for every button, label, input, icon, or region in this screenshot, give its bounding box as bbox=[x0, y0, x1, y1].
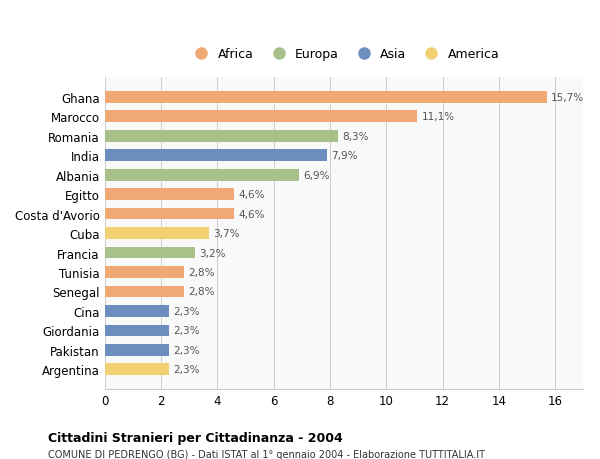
Bar bbox=[105, 305, 169, 317]
Text: 8,3%: 8,3% bbox=[343, 131, 369, 141]
Bar bbox=[105, 325, 169, 336]
Bar bbox=[105, 169, 299, 181]
Text: 2,3%: 2,3% bbox=[174, 326, 200, 336]
Text: 4,6%: 4,6% bbox=[238, 190, 265, 200]
Text: 11,1%: 11,1% bbox=[421, 112, 455, 122]
Text: Cittadini Stranieri per Cittadinanza - 2004: Cittadini Stranieri per Cittadinanza - 2… bbox=[48, 431, 343, 444]
Text: 4,6%: 4,6% bbox=[238, 209, 265, 219]
Bar bbox=[105, 150, 327, 162]
Text: 6,9%: 6,9% bbox=[303, 170, 330, 180]
Text: 2,8%: 2,8% bbox=[188, 268, 214, 277]
Bar bbox=[105, 189, 234, 201]
Bar bbox=[105, 267, 184, 278]
Text: COMUNE DI PEDRENGO (BG) - Dati ISTAT al 1° gennaio 2004 - Elaborazione TUTTITALI: COMUNE DI PEDRENGO (BG) - Dati ISTAT al … bbox=[48, 449, 485, 459]
Bar bbox=[105, 111, 417, 123]
Bar bbox=[105, 364, 169, 375]
Text: 2,3%: 2,3% bbox=[174, 345, 200, 355]
Bar bbox=[105, 131, 338, 142]
Bar bbox=[105, 286, 184, 297]
Bar bbox=[105, 344, 169, 356]
Text: 2,3%: 2,3% bbox=[174, 306, 200, 316]
Text: 3,7%: 3,7% bbox=[213, 229, 239, 239]
Bar bbox=[105, 247, 195, 259]
Bar bbox=[105, 228, 209, 240]
Bar bbox=[105, 208, 234, 220]
Text: 3,2%: 3,2% bbox=[199, 248, 226, 258]
Legend: Africa, Europa, Asia, America: Africa, Europa, Asia, America bbox=[184, 43, 504, 66]
Text: 2,3%: 2,3% bbox=[174, 364, 200, 375]
Text: 2,8%: 2,8% bbox=[188, 287, 214, 297]
Text: 7,9%: 7,9% bbox=[331, 151, 358, 161]
Bar bbox=[105, 92, 547, 103]
Text: 15,7%: 15,7% bbox=[551, 93, 584, 103]
